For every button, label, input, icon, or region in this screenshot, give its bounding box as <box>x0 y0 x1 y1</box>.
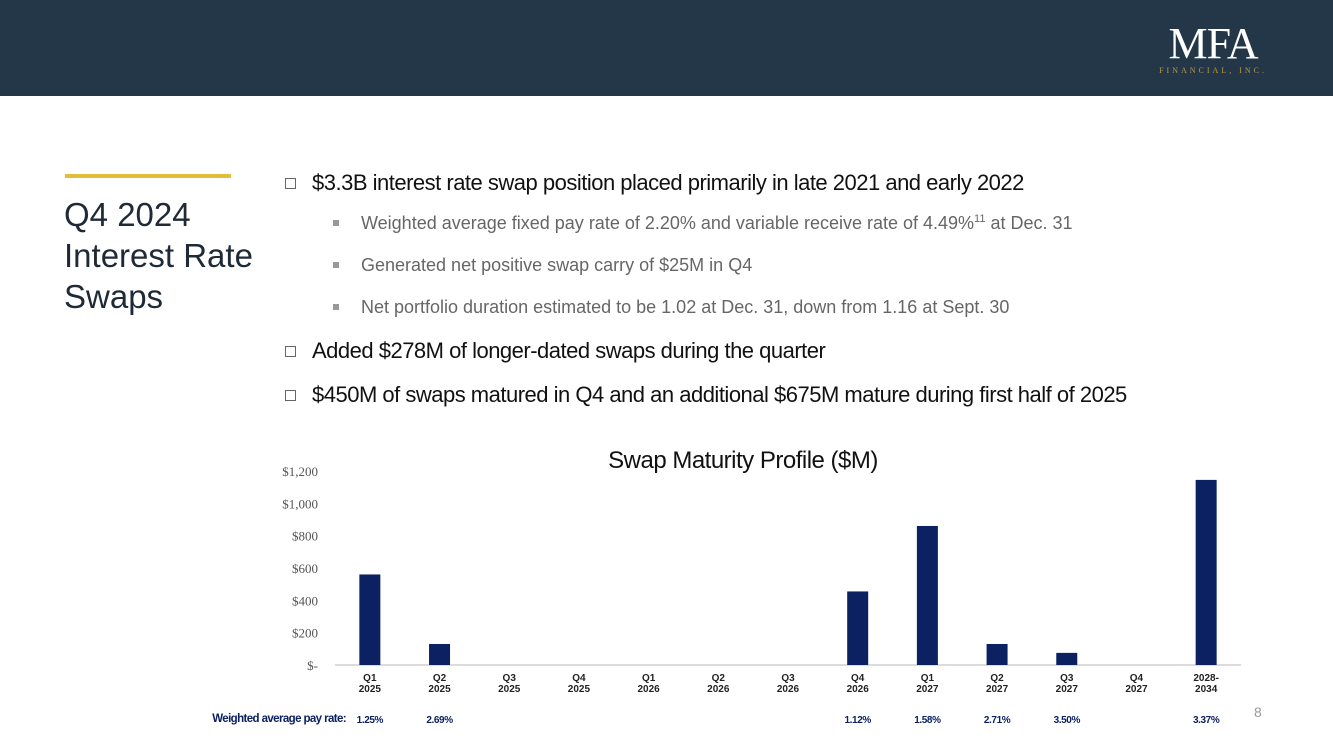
x-tick-label-year: 2027 <box>1125 684 1148 695</box>
sub-bullet-item: Net portfolio duration estimated to be 1… <box>333 294 1285 320</box>
slide-title: Q4 2024 Interest Rate Swaps <box>64 196 253 315</box>
x-tick-label-year: 2025 <box>498 684 521 695</box>
x-tick-label-year: 2034 <box>1195 684 1218 695</box>
x-tick-label-year: 2026 <box>637 684 660 695</box>
chart-title: Swap Maturity Profile ($M) <box>608 447 878 474</box>
y-tick-label: $200 <box>292 626 318 641</box>
x-tick-label: Q3 <box>503 673 517 684</box>
bar <box>916 525 938 665</box>
x-tick-label: Q2 <box>712 673 726 684</box>
sub-bullet-text: Generated net positive swap carry of $25… <box>361 254 753 275</box>
x-tick-label: Q3 <box>1060 673 1074 684</box>
x-tick-label-year: 2026 <box>777 684 800 695</box>
x-tick-label: Q2 <box>990 673 1004 684</box>
square-bullet-icon <box>285 345 296 357</box>
x-tick-label-year: 2026 <box>707 684 730 695</box>
bullet-text: $3.3B interest rate swap position placed… <box>312 170 1024 195</box>
bar <box>986 643 1008 665</box>
small-square-bullet-icon <box>333 220 339 226</box>
pay-rate-label: 3.37% <box>1193 715 1220 726</box>
sub-bullet-item: Weighted average fixed pay rate of 2.20%… <box>333 210 1285 236</box>
bullet-list: $3.3B interest rate swap position placed… <box>285 168 1285 410</box>
y-tick-label: $800 <box>292 529 318 544</box>
pay-rate-label: 3.50% <box>1054 715 1081 726</box>
footnote-ref: 11 <box>974 212 986 225</box>
x-tick-label-year: 2025 <box>568 684 591 695</box>
page-number: 8 <box>1254 704 1262 720</box>
pay-rate-row-label: Weighted average pay rate: <box>212 713 346 725</box>
header-bar: MFA FINANCIAL, INC. <box>0 0 1333 96</box>
bullet-item: $450M of swaps matured in Q4 and an addi… <box>285 380 1285 410</box>
x-tick-label: Q1 <box>921 673 935 684</box>
sub-bullet-text: Net portfolio duration estimated to be 1… <box>361 296 1010 317</box>
x-tick-label-year: 2026 <box>847 684 870 695</box>
pay-rate-label: 2.71% <box>984 715 1011 726</box>
x-tick-label-year: 2025 <box>359 684 382 695</box>
x-tick-label: Q1 <box>363 673 377 684</box>
bullet-text: $450M of swaps matured in Q4 and an addi… <box>312 382 1127 407</box>
sub-bullet-text-tail: at Dec. 31 <box>985 212 1073 233</box>
bar <box>429 643 451 665</box>
bullet-item: $3.3B interest rate swap position placed… <box>285 168 1285 198</box>
x-tick-label-year: 2027 <box>916 684 939 695</box>
logo-subtitle: FINANCIAL, INC. <box>1159 66 1267 75</box>
y-tick-label: $- <box>307 658 318 673</box>
title-accent-line <box>65 174 231 178</box>
x-tick-label: Q2 <box>433 673 447 684</box>
y-tick-label: $600 <box>292 561 318 576</box>
bar <box>847 591 869 665</box>
x-tick-label: Q3 <box>781 673 795 684</box>
bullet-text: Added $278M of longer-dated swaps during… <box>312 338 826 363</box>
x-tick-label: Q4 <box>572 673 586 684</box>
bar <box>1195 479 1217 665</box>
pay-rate-label: 1.12% <box>845 715 872 726</box>
x-tick-label-year: 2025 <box>428 684 451 695</box>
bar <box>359 574 381 665</box>
logo-mark: MFA <box>1168 19 1259 68</box>
x-tick-label: Q4 <box>851 673 865 684</box>
sub-bullet-item: Generated net positive swap carry of $25… <box>333 252 1285 278</box>
x-tick-label: Q4 <box>1130 673 1144 684</box>
x-tick-label-year: 2027 <box>986 684 1009 695</box>
bar <box>1056 652 1078 665</box>
small-square-bullet-icon <box>333 304 339 310</box>
pay-rate-label: 1.25% <box>357 715 384 726</box>
x-tick-label: 2028- <box>1193 673 1219 684</box>
small-square-bullet-icon <box>333 262 339 268</box>
y-tick-label: $1,200 <box>282 464 318 479</box>
pay-rate-label: 1.58% <box>914 715 941 726</box>
square-bullet-icon <box>285 389 296 401</box>
sub-bullet-text-main: Weighted average fixed pay rate of 2.20%… <box>361 212 975 233</box>
pay-rate-label: 2.69% <box>426 715 453 726</box>
y-tick-label: $1,000 <box>282 496 318 511</box>
x-tick-label-year: 2027 <box>1056 684 1079 695</box>
bullet-item: Added $278M of longer-dated swaps during… <box>285 336 1285 366</box>
sub-bullet-text: Weighted average fixed pay rate of 2.20%… <box>361 213 1073 234</box>
x-tick-label: Q1 <box>642 673 656 684</box>
square-bullet-icon <box>285 177 296 189</box>
y-tick-label: $400 <box>292 593 318 608</box>
mfa-logo: MFA FINANCIAL, INC. <box>1159 19 1267 76</box>
